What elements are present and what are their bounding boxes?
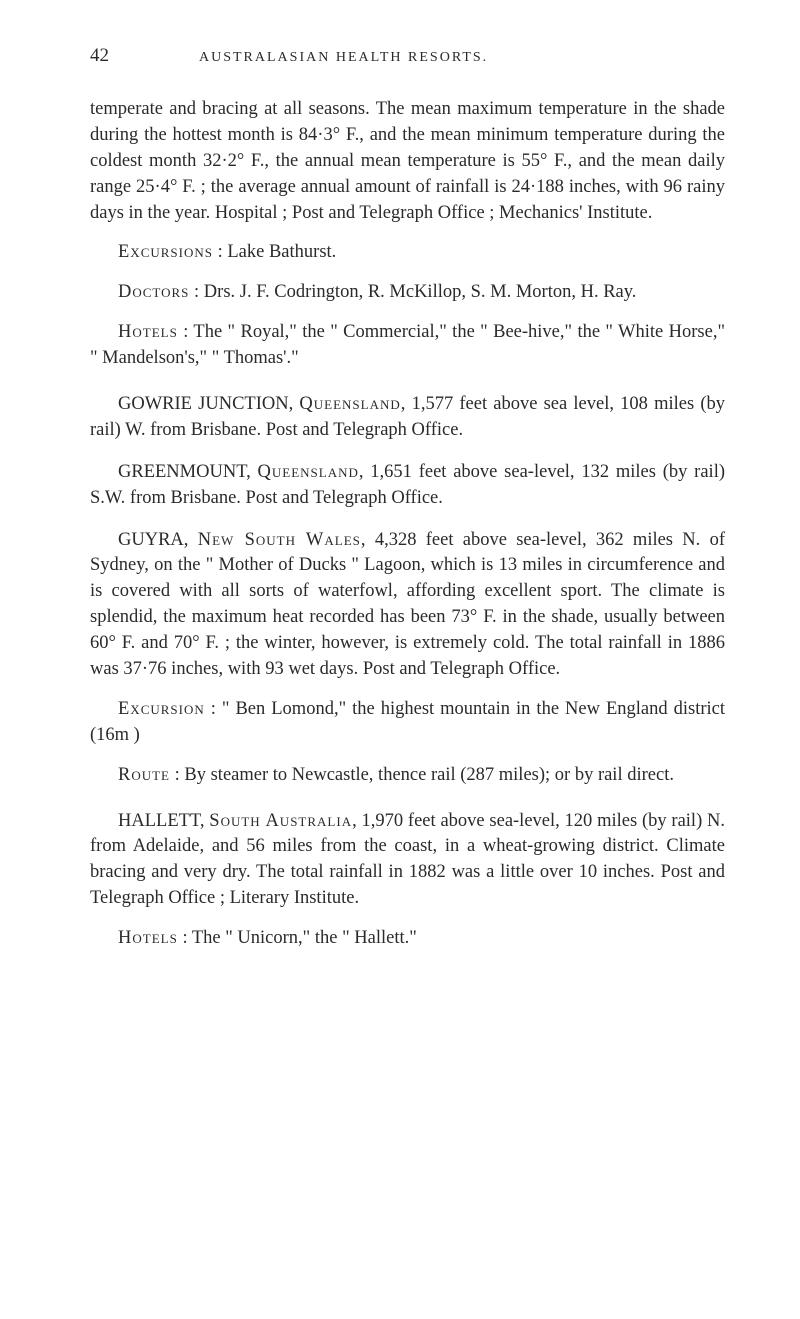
- hotels-line: Hotels : The " Royal," the " Commercial,…: [90, 320, 725, 372]
- hotels-text: : The " Royal," the " Commercial," the "…: [90, 322, 725, 368]
- doctors-line: Doctors : Drs. J. F. Codrington, R. McKi…: [90, 280, 725, 306]
- guyra-head: GUYRA,: [118, 530, 198, 550]
- page-number: 42: [90, 45, 109, 67]
- hallett-hotels-text: : The " Unicorn," the " Hallett.": [178, 928, 417, 948]
- hotels-label: Hotels: [118, 322, 178, 342]
- guyra-route: Route : By steamer to Newcastle, thence …: [90, 763, 725, 789]
- guyra-excursion: Excursion : " Ben Lomond," the highest m…: [90, 697, 725, 749]
- gowrie-region: Queensland: [299, 394, 400, 414]
- doctors-text: : Drs. J. F. Codrington, R. McKillop, S.…: [189, 282, 636, 302]
- page-header: 42 AUSTRALASIAN HEALTH RESORTS.: [90, 45, 725, 67]
- route-text: : By steamer to Newcastle, thence rail (…: [170, 765, 674, 785]
- hallett-entry: HALLETT, South Australia, 1,970 feet abo…: [90, 809, 725, 913]
- gowrie-head: GOWRIE JUNCTION,: [118, 394, 299, 414]
- excursions-label: Excursions: [118, 242, 213, 262]
- greenmount-region: Queensland: [258, 462, 359, 482]
- doctors-label: Doctors: [118, 282, 189, 302]
- route-label: Route: [118, 765, 170, 785]
- excursion-label: Excursion: [118, 699, 205, 719]
- body-paragraph: temperate and bracing at all seasons. Th…: [90, 97, 725, 226]
- running-head: AUSTRALASIAN HEALTH RESORTS.: [199, 50, 488, 66]
- excursions-line: Excursions : Lake Bathurst.: [90, 240, 725, 266]
- excursions-text: : Lake Bathurst.: [213, 242, 336, 262]
- hallett-hotels-label: Hotels: [118, 928, 178, 948]
- guyra-region: New South Wales: [198, 530, 361, 550]
- greenmount-entry: GREENMOUNT, Queensland, 1,651 feet above…: [90, 460, 725, 512]
- greenmount-head: GREENMOUNT,: [118, 462, 258, 482]
- gowrie-entry: GOWRIE JUNCTION, Queensland, 1,577 feet …: [90, 392, 725, 444]
- hallett-hotels: Hotels : The " Unicorn," the " Hallett.": [90, 926, 725, 952]
- guyra-entry: GUYRA, New South Wales, 4,328 feet above…: [90, 528, 725, 683]
- hallett-head: HALLETT,: [118, 811, 209, 831]
- guyra-text: , 4,328 feet above sea-level, 362 miles …: [90, 530, 725, 679]
- hallett-region: South Australia: [209, 811, 352, 831]
